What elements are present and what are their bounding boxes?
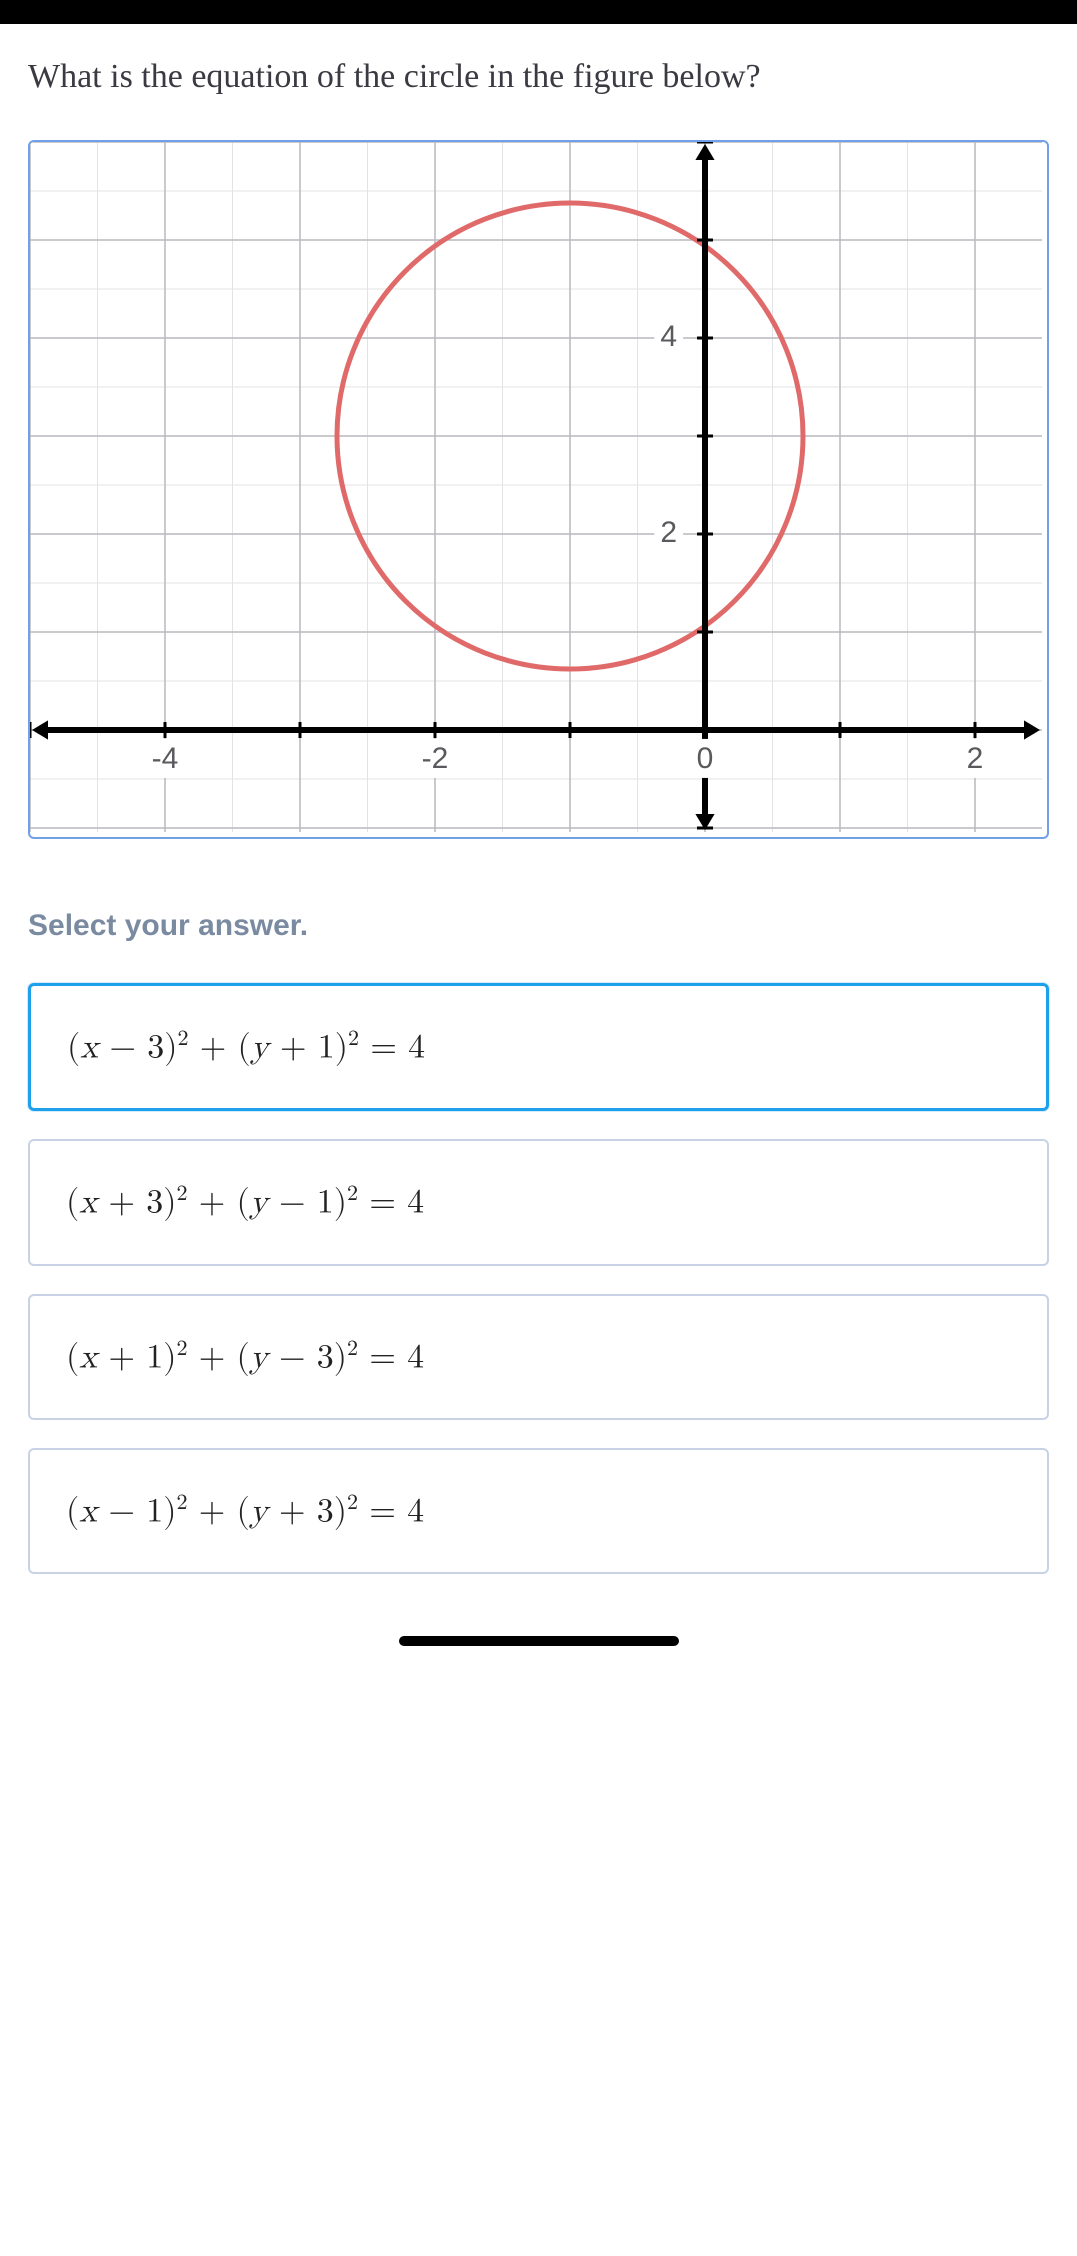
- question-text: What is the equation of the circle in th…: [28, 54, 1049, 100]
- main-content: What is the equation of the circle in th…: [0, 24, 1077, 1622]
- circle-chart: -4 -2 0 2 2 4: [30, 142, 1042, 832]
- answer-option[interactable]: (x + 3)2 + (y − 1)2 = 4: [28, 1139, 1049, 1265]
- status-bar: [0, 0, 1077, 24]
- svg-text:2: 2: [660, 516, 677, 549]
- answer-option[interactable]: (x − 1)2 + (y + 3)2 = 4: [28, 1448, 1049, 1574]
- svg-text:4: 4: [660, 320, 677, 353]
- svg-text:-4: -4: [152, 742, 179, 775]
- answer-option[interactable]: (x + 1)2 + (y − 3)2 = 4: [28, 1294, 1049, 1420]
- svg-text:0: 0: [697, 742, 714, 775]
- home-bar: [399, 1636, 679, 1646]
- svg-text:-2: -2: [422, 742, 449, 775]
- chart-container: -4 -2 0 2 2 4: [28, 140, 1049, 839]
- select-prompt: Select your answer.: [28, 909, 1049, 943]
- options-list: (x − 3)2 + (y + 1)2 = 4 (x + 3)2 + (y − 1…: [28, 983, 1049, 1574]
- svg-text:2: 2: [967, 742, 984, 775]
- home-indicator: [0, 1622, 1077, 1646]
- answer-option[interactable]: (x − 3)2 + (y + 1)2 = 4: [28, 983, 1049, 1111]
